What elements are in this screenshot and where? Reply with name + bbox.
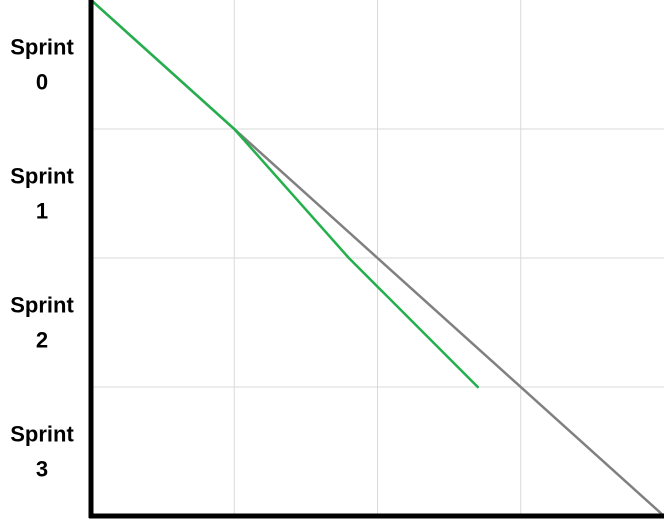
y-tick-label: Sprint 1 (10, 164, 74, 224)
axes (88, 0, 664, 519)
y-tick-labels: Sprint 0 Sprint 1 Sprint 2 Sprint 3 (10, 35, 74, 482)
y-tick-label: Sprint 2 (10, 293, 74, 353)
y-tick-label-line2: 2 (36, 328, 48, 353)
series-line-2 (89, 0, 480, 389)
y-tick-label-line1: Sprint (10, 293, 74, 318)
y-tick-label-line2: 3 (36, 457, 48, 482)
y-tick-label: Sprint 0 (10, 35, 74, 95)
y-tick-label: Sprint 3 (10, 422, 74, 482)
y-tick-label-line1: Sprint (10, 422, 74, 447)
y-tick-label-line2: 0 (36, 70, 48, 95)
y-tick-label-line1: Sprint (10, 164, 74, 189)
y-tick-label-line2: 1 (36, 199, 48, 224)
series-layer (89, 0, 664, 518)
y-tick-label-line1: Sprint (10, 35, 74, 60)
